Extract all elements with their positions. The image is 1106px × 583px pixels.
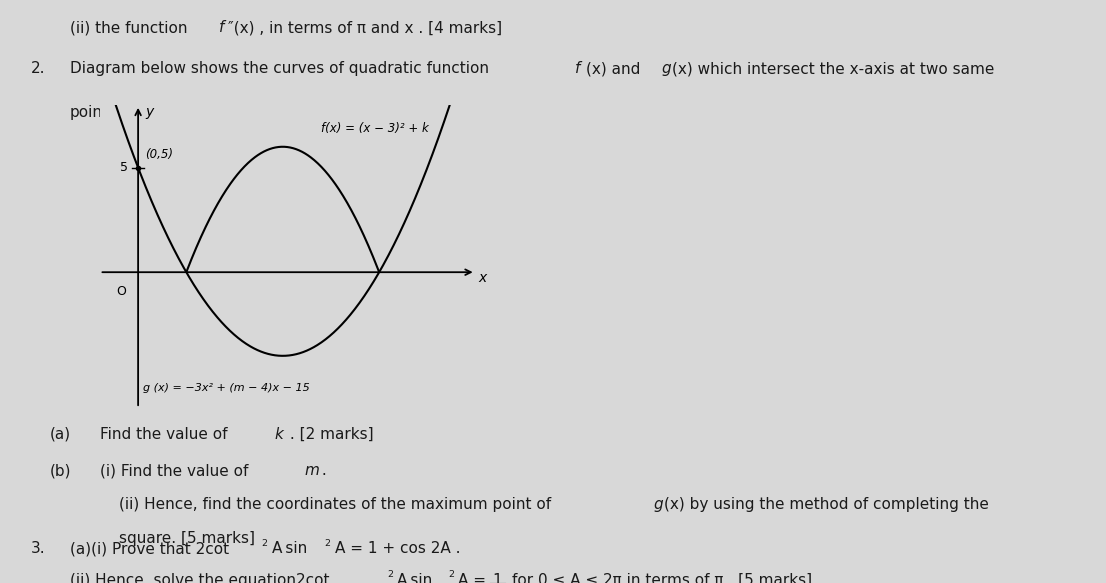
Text: g: g <box>654 497 664 512</box>
Text: 2: 2 <box>261 539 267 547</box>
Text: 5: 5 <box>121 161 128 174</box>
Text: O: O <box>116 285 126 298</box>
Text: (ii) Hence, solve the equation2cot: (ii) Hence, solve the equation2cot <box>70 573 330 583</box>
Text: Find the value of: Find the value of <box>100 427 232 442</box>
Text: m: m <box>304 463 319 479</box>
Text: (x) by using the method of completing the: (x) by using the method of completing th… <box>664 497 989 512</box>
Text: f(x) = (x − 3)² + k: f(x) = (x − 3)² + k <box>322 122 429 135</box>
Text: (ii) Hence, find the coordinates of the maximum point of: (ii) Hence, find the coordinates of the … <box>119 497 556 512</box>
Text: A =: A = <box>458 573 491 583</box>
Text: g (x) = −3x² + (m − 4)x − 15: g (x) = −3x² + (m − 4)x − 15 <box>143 384 310 394</box>
Text: 2: 2 <box>448 570 453 579</box>
Text: y: y <box>145 105 154 119</box>
Text: 2: 2 <box>324 539 330 547</box>
Text: (i) Find the value of: (i) Find the value of <box>100 463 253 479</box>
Text: for 0 ≤ A ≤ 2π in terms of π.  [5 marks]: for 0 ≤ A ≤ 2π in terms of π. [5 marks] <box>512 573 812 583</box>
Text: k: k <box>274 427 283 442</box>
Text: g: g <box>661 61 671 76</box>
Text: points.: points. <box>70 105 122 120</box>
Text: Diagram below shows the curves of quadratic function: Diagram below shows the curves of quadra… <box>70 61 493 76</box>
Text: (0,5): (0,5) <box>145 149 174 161</box>
Text: f: f <box>219 20 225 36</box>
Text: x: x <box>478 272 487 286</box>
Text: .: . <box>317 463 327 479</box>
Text: ″(x) , in terms of π and x . [4 marks]: ″(x) , in terms of π and x . [4 marks] <box>228 20 502 36</box>
Text: (x) and: (x) and <box>586 61 646 76</box>
Text: . [2 marks]: . [2 marks] <box>285 427 374 442</box>
Text: (a): (a) <box>50 427 71 442</box>
Text: A sin: A sin <box>272 541 307 556</box>
Text: f: f <box>575 61 581 76</box>
Text: (ii) the function: (ii) the function <box>70 20 192 36</box>
Text: (b): (b) <box>50 463 71 479</box>
Text: square. [5 marks]: square. [5 marks] <box>119 531 255 546</box>
Text: 1: 1 <box>492 573 502 583</box>
Text: A = 1 + cos 2A .: A = 1 + cos 2A . <box>335 541 460 556</box>
Text: 2.: 2. <box>31 61 45 76</box>
Text: (x) which intersect the x-axis at two same: (x) which intersect the x-axis at two sa… <box>672 61 994 76</box>
Text: 3.: 3. <box>31 541 45 556</box>
Text: (a)(i) Prove that 2cot: (a)(i) Prove that 2cot <box>70 541 229 556</box>
Text: A sin: A sin <box>397 573 432 583</box>
Text: 2: 2 <box>387 570 393 579</box>
